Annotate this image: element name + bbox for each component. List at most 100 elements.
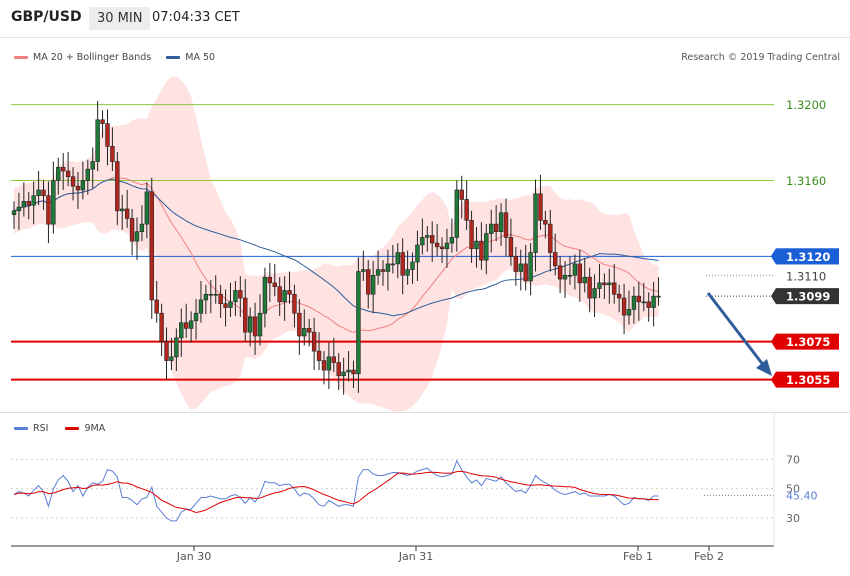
candle-body xyxy=(552,252,558,267)
candle-body xyxy=(228,301,233,308)
candle xyxy=(479,222,484,270)
candle-body xyxy=(46,195,51,225)
level-tag-1-3055 xyxy=(771,371,839,388)
candle xyxy=(26,191,31,220)
candle-body xyxy=(626,309,632,316)
candle xyxy=(493,205,499,242)
candle-body xyxy=(415,244,420,263)
candle-body xyxy=(577,263,583,284)
candle xyxy=(552,233,558,276)
candle-body xyxy=(267,276,273,284)
candle-body xyxy=(75,185,81,191)
level-label-1-3120-top: 1.3120 xyxy=(786,250,830,264)
candle-body xyxy=(380,269,386,272)
candle-body xyxy=(366,269,371,295)
level-label-1-3200: 1.3200 xyxy=(786,98,826,112)
candle xyxy=(124,189,130,228)
candle xyxy=(429,221,435,263)
candle-body xyxy=(621,297,627,316)
candle xyxy=(375,250,381,285)
timeframe-selector[interactable]: 30 MIN xyxy=(89,7,151,30)
candle-body xyxy=(572,263,578,276)
rsi-legend-label: RSI xyxy=(33,423,49,434)
forecast-arrow-shaft xyxy=(706,292,766,367)
price-legend: MA 20 + Bollinger Bands MA 50 xyxy=(14,52,215,63)
candle-body xyxy=(567,274,573,277)
candle xyxy=(287,271,292,304)
candle xyxy=(523,244,528,291)
candle-body xyxy=(277,286,282,303)
candle xyxy=(198,280,204,323)
candle xyxy=(562,261,568,299)
candle-body xyxy=(36,189,41,196)
candle xyxy=(415,230,420,281)
candle xyxy=(243,279,248,342)
candle-body xyxy=(602,282,607,286)
candle-body xyxy=(400,252,405,276)
candle-body xyxy=(459,189,464,200)
candle-body xyxy=(592,288,597,299)
candle-body xyxy=(115,161,120,212)
candle-body xyxy=(85,168,91,181)
candle xyxy=(351,360,356,389)
candle xyxy=(572,254,578,290)
candle xyxy=(508,218,514,266)
candle xyxy=(592,274,597,317)
candle xyxy=(233,280,238,317)
candle xyxy=(139,205,145,242)
candle-body xyxy=(80,180,86,191)
candle xyxy=(513,246,519,286)
candle xyxy=(331,337,336,372)
candle-body xyxy=(51,180,56,225)
candle xyxy=(179,308,184,357)
candle xyxy=(346,351,351,382)
candle xyxy=(129,208,135,256)
x-tick-label: Feb 2 xyxy=(694,550,724,563)
candle-body xyxy=(316,350,322,361)
candle xyxy=(203,284,209,315)
candle xyxy=(31,181,36,225)
candle xyxy=(405,250,410,285)
candle-body xyxy=(90,161,95,170)
candle xyxy=(602,273,607,299)
candle-body xyxy=(149,191,154,301)
candle-body xyxy=(434,242,440,248)
candle-body xyxy=(257,312,263,337)
rsi-level-label-50: 50 xyxy=(786,483,800,496)
ma9-swatch xyxy=(65,427,80,430)
candle xyxy=(361,250,366,281)
candle-body xyxy=(651,295,656,308)
rsi-legend-item: RSI xyxy=(14,423,48,434)
candle-body xyxy=(405,269,410,276)
ma50-line xyxy=(13,178,659,317)
candle-body xyxy=(326,356,332,371)
candle xyxy=(272,263,277,297)
candle-body xyxy=(518,263,523,272)
candle-body xyxy=(503,212,509,238)
candle xyxy=(533,179,538,272)
candle xyxy=(587,267,592,313)
level-tag-1-3075 xyxy=(771,333,839,350)
candle xyxy=(105,109,110,166)
candle-body xyxy=(297,312,302,337)
candle-body xyxy=(21,201,27,208)
level-label-1-3110: 1.3110 xyxy=(786,269,826,283)
rsi-level-label-30: 30 xyxy=(786,512,800,525)
candle xyxy=(597,263,602,299)
candle-body xyxy=(336,362,341,377)
candle xyxy=(120,194,125,230)
candle-body xyxy=(607,282,612,286)
rsi-line xyxy=(13,459,659,522)
candle xyxy=(444,228,450,268)
candle xyxy=(149,177,154,319)
candle-body xyxy=(498,212,504,232)
candle xyxy=(51,161,56,234)
candle-body xyxy=(543,220,548,225)
candle xyxy=(85,159,91,195)
candle xyxy=(60,153,66,190)
candle xyxy=(616,284,622,313)
candle-body xyxy=(513,256,519,272)
candle xyxy=(557,256,563,294)
candle-body xyxy=(616,293,622,299)
